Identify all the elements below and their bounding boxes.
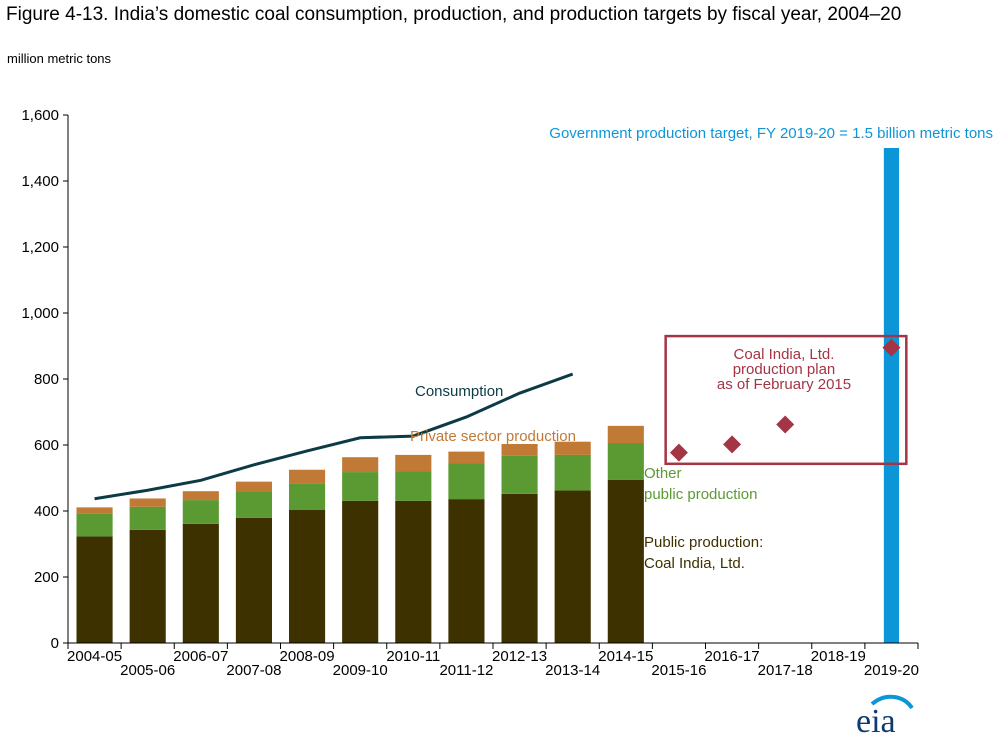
x-tick-label-2006-07: 2006-07 bbox=[173, 648, 228, 665]
annotations-layer: Government production target, FY 2019-20… bbox=[410, 125, 993, 572]
x-tick-label-2011-12: 2011-12 bbox=[439, 662, 493, 679]
x-tick-label-2013-14: 2013-14 bbox=[545, 662, 600, 679]
eia-logo-swoosh bbox=[870, 694, 914, 710]
y-tick-label-1600: 1,600 bbox=[21, 107, 59, 124]
bar-other_public-2004-05 bbox=[76, 513, 113, 537]
bar-other_public-2007-08 bbox=[235, 491, 272, 518]
bar-coal_india-2006-07 bbox=[182, 523, 219, 643]
x-tick-label-2019-20: 2019-20 bbox=[864, 662, 919, 679]
bar-other_public-2013-14 bbox=[554, 454, 591, 491]
annotation-other-public-0: Other bbox=[644, 465, 682, 482]
plan-point-2016-17 bbox=[723, 435, 742, 454]
bar-other_public-2011-12 bbox=[448, 463, 485, 500]
target-bar-2019-20 bbox=[883, 148, 900, 643]
annotation-plan-0: Coal India, Ltd. bbox=[734, 346, 835, 363]
x-tick-label-2015-16: 2015-16 bbox=[651, 662, 706, 679]
bar-private-2013-14 bbox=[554, 441, 591, 455]
x-tick-label-2005-06: 2005-06 bbox=[120, 662, 175, 679]
annotation-target: Government production target, FY 2019-20… bbox=[549, 125, 993, 142]
bar-coal_india-2008-09 bbox=[289, 510, 326, 643]
bar-coal_india-2005-06 bbox=[129, 529, 166, 643]
plan-box bbox=[664, 334, 908, 466]
consumption-line bbox=[94, 372, 574, 501]
plan-points-layer bbox=[669, 338, 901, 462]
bar-coal_india-2012-13 bbox=[501, 493, 538, 643]
y-tick-label-1400: 1,400 bbox=[21, 173, 59, 190]
plan-box-layer bbox=[664, 334, 908, 466]
bar-other_public-2010-11 bbox=[395, 471, 432, 501]
x-tick-label-2008-09: 2008-09 bbox=[280, 648, 335, 665]
bar-coal_india-2014-15 bbox=[607, 479, 644, 643]
y-tick-label-1200: 1,200 bbox=[21, 239, 59, 256]
bar-private-2009-10 bbox=[342, 457, 379, 473]
eia-logo: eia bbox=[856, 694, 914, 740]
plan-point-2015-16 bbox=[669, 443, 688, 462]
y-tick-label-600: 600 bbox=[34, 437, 59, 454]
bar-other_public-2006-07 bbox=[182, 500, 219, 524]
bar-private-2004-05 bbox=[76, 507, 113, 514]
target-layer bbox=[883, 148, 900, 643]
axes-layer: 0 200 400 600 800 1,000 1,200 1,400 1,600 2004-05… bbox=[21, 107, 919, 679]
eia-logo-text: eia bbox=[856, 703, 896, 740]
y-tick-label-0: 0 bbox=[51, 635, 59, 652]
bar-other_public-2008-09 bbox=[289, 483, 326, 511]
plan-point-2019-20 bbox=[882, 338, 901, 357]
x-tick-label-2009-10: 2009-10 bbox=[333, 662, 388, 679]
annotation-plan-1: production plan bbox=[733, 361, 836, 378]
annotation-other-public-1: public production bbox=[644, 486, 757, 503]
y-tick-label-200: 200 bbox=[34, 569, 59, 586]
annotation-private: Private sector production bbox=[410, 428, 576, 445]
consumption-line-layer bbox=[94, 372, 574, 501]
x-tick-label-2016-17: 2016-17 bbox=[705, 648, 760, 665]
x-tick-label-2007-08: 2007-08 bbox=[226, 662, 281, 679]
y-axis-units: million metric tons bbox=[7, 51, 112, 66]
x-tick-label-2012-13: 2012-13 bbox=[492, 648, 547, 665]
bar-private-2006-07 bbox=[182, 491, 219, 501]
x-tick-label-2014-15: 2014-15 bbox=[598, 648, 653, 665]
bar-coal_india-2009-10 bbox=[342, 500, 379, 643]
bar-private-2012-13 bbox=[501, 444, 538, 456]
bar-other_public-2012-13 bbox=[501, 455, 538, 494]
bar-other_public-2009-10 bbox=[342, 472, 379, 501]
bar-private-2008-09 bbox=[289, 469, 326, 484]
annotation-coal-india-0: Public production: bbox=[644, 534, 763, 551]
y-tick-label-1000: 1,000 bbox=[21, 305, 59, 322]
chart-title: Figure 4-13. India’s domestic coal consu… bbox=[6, 4, 902, 25]
bar-other_public-2005-06 bbox=[129, 506, 166, 530]
bar-coal_india-2013-14 bbox=[554, 490, 591, 643]
bar-coal_india-2004-05 bbox=[76, 536, 113, 643]
bar-private-2011-12 bbox=[448, 451, 485, 464]
annotation-consumption: Consumption bbox=[415, 383, 503, 400]
x-tick-label-2010-11: 2010-11 bbox=[386, 648, 440, 665]
bar-private-2014-15 bbox=[607, 425, 644, 444]
annotation-coal-india-1: Coal India, Ltd. bbox=[644, 555, 745, 572]
y-tick-label-400: 400 bbox=[34, 503, 59, 520]
bar-private-2007-08 bbox=[235, 481, 272, 492]
bar-private-2005-06 bbox=[129, 498, 166, 507]
bars-layer bbox=[76, 425, 644, 643]
y-tick-label-800: 800 bbox=[34, 371, 59, 388]
bar-coal_india-2010-11 bbox=[395, 500, 432, 643]
x-tick-label-2004-05: 2004-05 bbox=[67, 648, 122, 665]
x-tick-label-2018-19: 2018-19 bbox=[811, 648, 866, 665]
plan-point-2017-18 bbox=[776, 415, 795, 434]
bar-private-2010-11 bbox=[395, 454, 432, 472]
bar-coal_india-2011-12 bbox=[448, 499, 485, 643]
bar-other_public-2014-15 bbox=[607, 443, 644, 480]
x-tick-label-2017-18: 2017-18 bbox=[758, 662, 813, 679]
bar-coal_india-2007-08 bbox=[235, 517, 272, 643]
annotation-plan-2: as of February 2015 bbox=[717, 376, 851, 393]
